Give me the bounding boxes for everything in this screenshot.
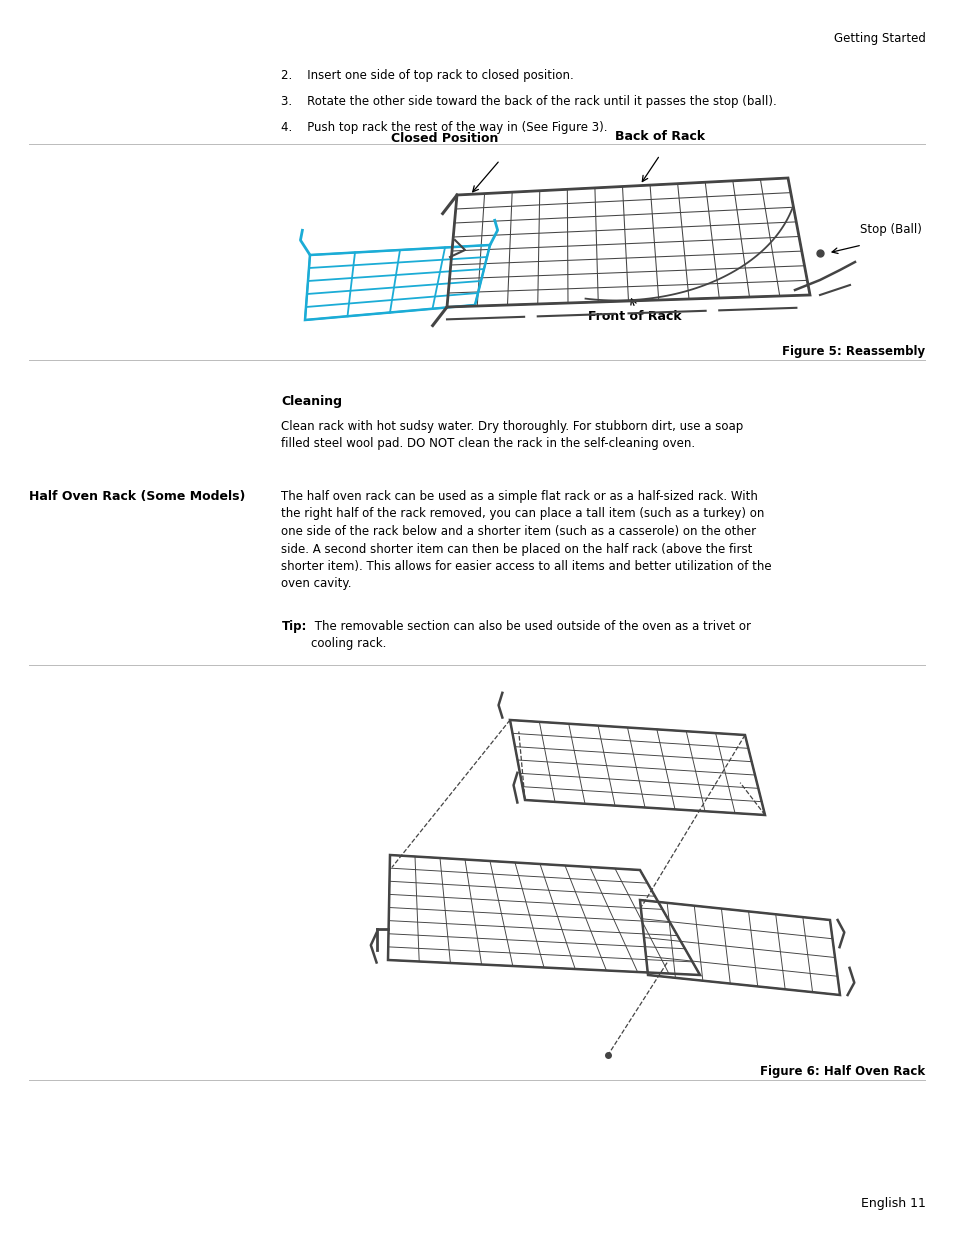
Text: Back of Rack: Back of Rack: [615, 130, 704, 143]
Text: 3.    Rotate the other side toward the back of the rack until it passes the stop: 3. Rotate the other side toward the back…: [281, 95, 777, 109]
Text: Getting Started: Getting Started: [833, 32, 924, 46]
Text: Figure 5: Reassembly: Figure 5: Reassembly: [781, 345, 924, 358]
Text: 4.    Push top rack the rest of the way in (See Figure 3).: 4. Push top rack the rest of the way in …: [281, 121, 607, 135]
Text: Stop (Ball): Stop (Ball): [859, 224, 921, 236]
Text: Tip:: Tip:: [281, 620, 307, 634]
Text: Front of Rack: Front of Rack: [588, 310, 681, 324]
Text: Closed Position: Closed Position: [391, 132, 498, 144]
Text: The removable section can also be used outside of the oven as a trivet or
coolin: The removable section can also be used o…: [311, 620, 750, 651]
Text: 2.    Insert one side of top rack to closed position.: 2. Insert one side of top rack to closed…: [281, 69, 574, 83]
Text: Clean rack with hot sudsy water. Dry thoroughly. For stubborn dirt, use a soap
f: Clean rack with hot sudsy water. Dry tho…: [281, 420, 743, 451]
Text: The half oven rack can be used as a simple flat rack or as a half-sized rack. Wi: The half oven rack can be used as a simp…: [281, 490, 771, 590]
Text: Figure 6: Half Oven Rack: Figure 6: Half Oven Rack: [760, 1065, 924, 1078]
Text: English 11: English 11: [860, 1197, 924, 1210]
Text: Cleaning: Cleaning: [281, 395, 342, 408]
Text: Half Oven Rack (Some Models): Half Oven Rack (Some Models): [29, 490, 245, 503]
